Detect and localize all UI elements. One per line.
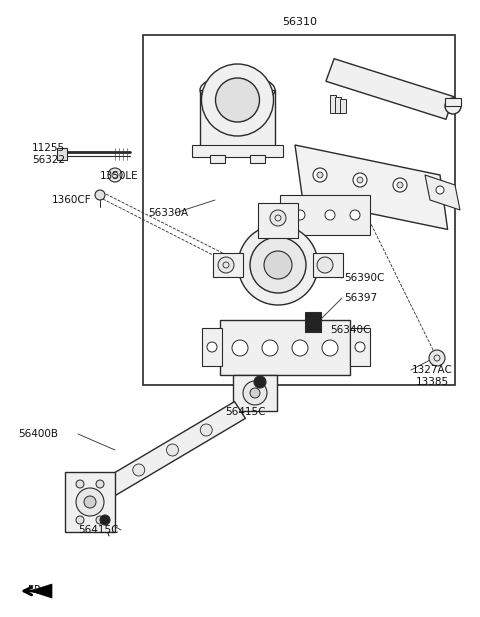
Bar xyxy=(250,155,265,163)
Polygon shape xyxy=(30,584,52,598)
Bar xyxy=(192,145,283,157)
Circle shape xyxy=(353,173,367,187)
Text: FR.: FR. xyxy=(28,585,44,595)
Circle shape xyxy=(436,186,444,194)
Circle shape xyxy=(243,381,267,405)
Circle shape xyxy=(202,64,274,136)
Polygon shape xyxy=(425,175,460,210)
Circle shape xyxy=(95,190,105,200)
Polygon shape xyxy=(295,145,448,230)
Bar xyxy=(65,472,115,532)
Circle shape xyxy=(218,257,234,273)
Circle shape xyxy=(100,515,110,525)
Polygon shape xyxy=(326,59,454,119)
Circle shape xyxy=(350,210,360,220)
Bar xyxy=(280,195,370,235)
Circle shape xyxy=(96,480,104,488)
Circle shape xyxy=(200,424,212,436)
Text: 1360CF: 1360CF xyxy=(52,195,92,205)
Circle shape xyxy=(317,172,323,178)
Circle shape xyxy=(96,516,104,524)
Text: 56415C: 56415C xyxy=(78,525,119,535)
Circle shape xyxy=(445,98,461,114)
Circle shape xyxy=(264,251,292,279)
Circle shape xyxy=(250,237,306,293)
Circle shape xyxy=(393,178,407,192)
Text: 56340C: 56340C xyxy=(330,325,371,335)
Text: 1327AC: 1327AC xyxy=(411,365,453,375)
Circle shape xyxy=(322,340,338,356)
Bar xyxy=(330,95,336,113)
Text: 11255: 11255 xyxy=(32,143,65,153)
Text: 56390C: 56390C xyxy=(344,273,384,283)
Bar xyxy=(258,203,298,238)
Text: 56397: 56397 xyxy=(344,293,377,303)
Circle shape xyxy=(232,340,248,356)
Bar xyxy=(220,320,350,375)
Text: 56400B: 56400B xyxy=(18,429,58,439)
Circle shape xyxy=(76,516,84,524)
Bar xyxy=(445,98,461,106)
Circle shape xyxy=(397,182,403,188)
Text: 56330A: 56330A xyxy=(148,208,188,218)
Circle shape xyxy=(133,464,145,476)
Text: 1350LE: 1350LE xyxy=(100,171,139,181)
Circle shape xyxy=(216,78,260,122)
Polygon shape xyxy=(99,402,245,499)
Circle shape xyxy=(295,210,305,220)
Circle shape xyxy=(325,210,335,220)
Bar xyxy=(202,328,222,366)
Bar xyxy=(233,375,277,411)
Bar xyxy=(350,328,370,366)
Circle shape xyxy=(254,376,266,388)
Circle shape xyxy=(250,388,260,398)
Circle shape xyxy=(108,168,122,182)
Text: 56322: 56322 xyxy=(32,155,65,165)
Text: 56310: 56310 xyxy=(283,17,317,27)
Bar xyxy=(305,312,321,332)
Circle shape xyxy=(429,350,445,366)
Circle shape xyxy=(207,342,217,352)
Circle shape xyxy=(317,257,333,273)
Circle shape xyxy=(238,225,318,305)
Bar xyxy=(213,253,243,277)
Circle shape xyxy=(292,340,308,356)
Circle shape xyxy=(76,488,104,516)
Circle shape xyxy=(357,177,363,183)
Bar xyxy=(210,155,225,163)
Circle shape xyxy=(313,168,327,182)
Text: 56415C: 56415C xyxy=(225,407,265,417)
Circle shape xyxy=(84,496,96,508)
Circle shape xyxy=(270,210,286,226)
Bar xyxy=(340,99,346,113)
Circle shape xyxy=(262,340,278,356)
Text: 13385: 13385 xyxy=(415,377,449,387)
Bar xyxy=(313,253,343,277)
Circle shape xyxy=(167,444,179,456)
Bar xyxy=(57,148,67,160)
Circle shape xyxy=(76,480,84,488)
Bar xyxy=(335,97,341,113)
Circle shape xyxy=(355,342,365,352)
Bar xyxy=(143,35,455,385)
Bar xyxy=(200,90,275,155)
